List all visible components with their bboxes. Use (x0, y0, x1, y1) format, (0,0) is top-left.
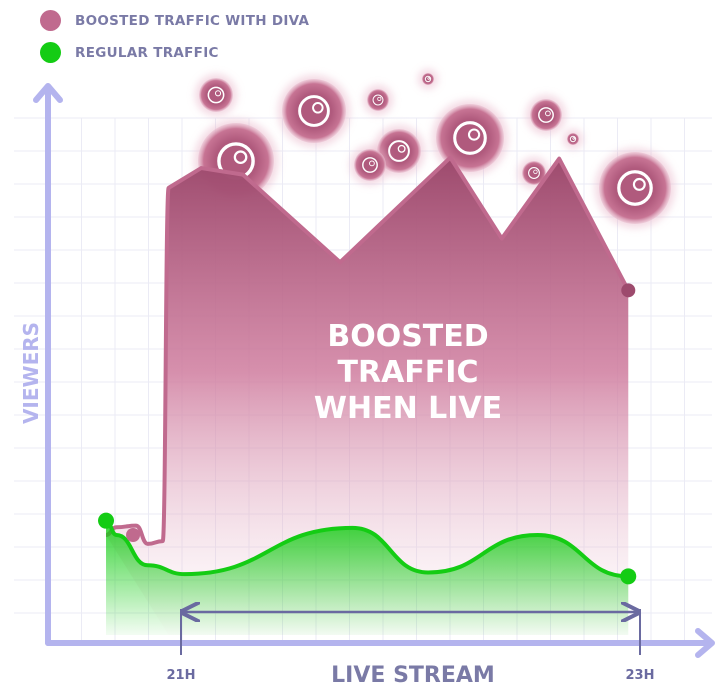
bubble-inner (545, 110, 551, 117)
bubble-icon (350, 145, 390, 185)
annotation-line-2: TRAFFIC (338, 355, 479, 390)
bubble-icon (418, 69, 438, 89)
bubble-ring (362, 157, 378, 173)
regular-start-point (98, 512, 115, 529)
bubble-ring (424, 75, 432, 83)
bubble-ring (528, 167, 540, 179)
legend-regular-swatch (40, 42, 61, 63)
bubble-ring (372, 94, 384, 106)
bubble-inner (312, 102, 324, 114)
x-axis-label: LIVE STREAM (331, 663, 495, 688)
bubble-inner (397, 144, 406, 153)
bubble-inner (377, 96, 382, 101)
legend-boosted-label: BOOSTED TRAFFIC WITH DIVA (75, 12, 310, 29)
boosted-end-point (621, 283, 636, 298)
bubble-ring (388, 140, 410, 162)
bubble-icon (595, 148, 675, 228)
annotation-line-3: WHEN LIVE (314, 391, 502, 426)
bubble-ring (298, 95, 330, 127)
bubble-icon (563, 129, 583, 149)
regular-end-point (620, 568, 637, 585)
legend-regular-label: REGULAR TRAFFIC (75, 44, 219, 61)
bubble-ring (453, 121, 487, 155)
boosted-line (105, 155, 631, 546)
bubble-inner (632, 177, 646, 191)
bubble-inner (427, 77, 431, 80)
bubble-ring (569, 135, 577, 143)
bubble-ring (207, 86, 225, 104)
bubble-icon (363, 85, 393, 115)
boosted-start-point (126, 528, 141, 543)
bubble-inner (467, 128, 481, 141)
bubble-icon (278, 75, 350, 147)
y-axis-label: VIEWERS (19, 322, 43, 424)
bubble-inner (214, 90, 222, 97)
legend-boosted-swatch (40, 10, 61, 31)
bubble-ring (538, 107, 554, 123)
bubble-icon (526, 95, 566, 135)
legend-regular: REGULAR TRAFFIC (40, 42, 219, 63)
bubble-inner (572, 137, 576, 140)
axes (33, 83, 715, 658)
boosted-area-fill (106, 157, 629, 635)
legend-boosted: BOOSTED TRAFFIC WITH DIVA (40, 10, 309, 31)
y-axis-arrow (33, 83, 63, 103)
boost-annotation: BOOSTED TRAFFIC WHEN LIVE (314, 319, 502, 426)
axis-labels: LIVE STREAM VIEWERS 21H 23H (19, 322, 654, 688)
annotation-line-1: BOOSTED (327, 319, 488, 354)
bubble-icon (195, 74, 237, 116)
x-axis-arrow (695, 628, 715, 658)
bubble-inner (369, 160, 375, 167)
bubble-inner (233, 150, 248, 165)
x-tick-label-21h: 21H (167, 668, 196, 683)
regular-line (105, 518, 629, 579)
x-tick-label-23h: 23H (626, 668, 655, 683)
bubble-ring (617, 170, 653, 206)
bubble-inner (533, 169, 538, 174)
